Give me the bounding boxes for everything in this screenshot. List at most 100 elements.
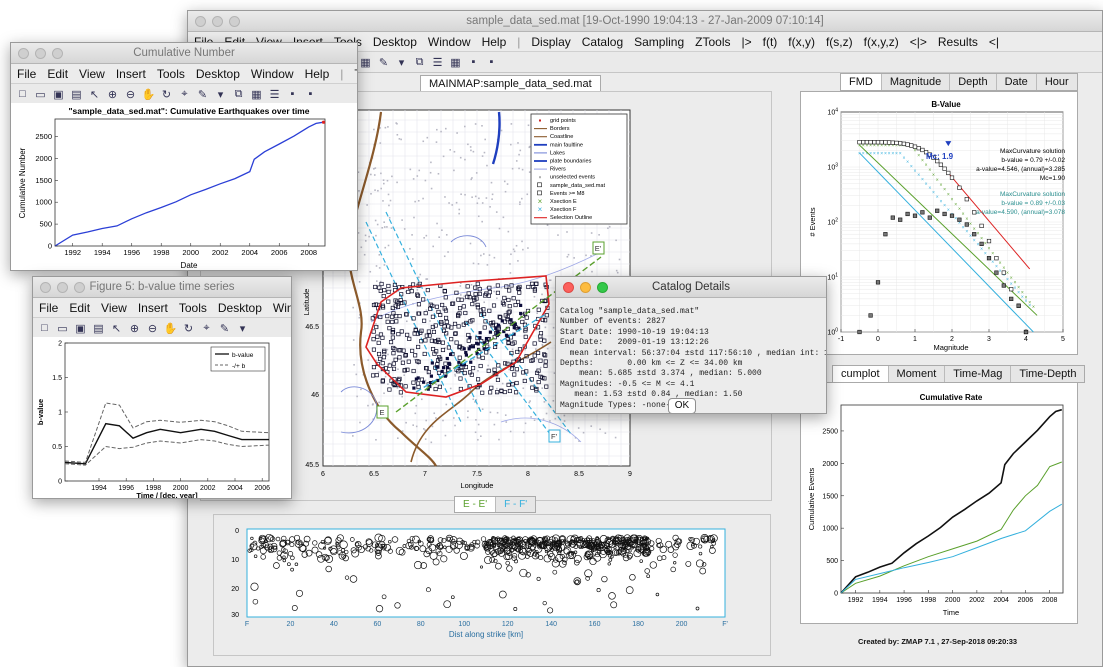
- datacursor-icon[interactable]: ⌖: [203, 321, 210, 334]
- legend-icon[interactable]: ☰: [269, 88, 280, 101]
- bts-menu-file[interactable]: File: [39, 300, 59, 315]
- tab-cumplot[interactable]: cumplot: [833, 366, 889, 382]
- brush-icon[interactable]: ✎: [219, 322, 230, 335]
- cumnum-menu-view[interactable]: View: [79, 66, 105, 81]
- new-icon[interactable]: □: [41, 322, 48, 334]
- bts-menu-desktop[interactable]: Desktop: [217, 300, 262, 315]
- dropdown-icon[interactable]: ▾: [217, 88, 224, 101]
- pan-icon[interactable]: ✋: [141, 88, 156, 101]
- main-menu-f-t-[interactable]: f(t): [762, 34, 778, 49]
- tab-moment[interactable]: Moment: [889, 366, 946, 382]
- tab-time-depth[interactable]: Time-Depth: [1019, 368, 1077, 380]
- main-menu-desktop[interactable]: Desktop: [372, 34, 417, 49]
- cumnum-menu-edit[interactable]: Edit: [47, 66, 69, 81]
- cumnum-menu-tools[interactable]: Tools: [156, 66, 185, 81]
- cumnum-titlebar[interactable]: Cumulative Number: [11, 43, 357, 64]
- link-icon[interactable]: ⧉: [234, 87, 243, 100]
- bts-menu-view[interactable]: View: [101, 300, 127, 315]
- zoom-out-icon[interactable]: ⊖: [147, 322, 158, 335]
- minimize-dot-icon[interactable]: [57, 282, 68, 293]
- main-menu-ztools[interactable]: ZTools: [695, 34, 731, 49]
- minimize-dot-icon[interactable]: [212, 16, 223, 27]
- cumnum-menu-window[interactable]: Window: [250, 66, 294, 81]
- cumnum-menu-timeplot[interactable]: TimePlot: [354, 67, 357, 81]
- cumnum-menu-insert[interactable]: Insert: [115, 66, 146, 81]
- close-dot-icon[interactable]: [563, 282, 574, 293]
- main-menu-window[interactable]: Window: [427, 34, 471, 49]
- zoom-in-icon[interactable]: ⊕: [107, 88, 118, 101]
- dock-icon[interactable]: ▪: [489, 56, 494, 68]
- rotate-icon[interactable]: ↻: [161, 88, 172, 101]
- cumnum-menu-desktop[interactable]: Desktop: [195, 66, 240, 81]
- hide-tools-icon[interactable]: ▪: [471, 56, 476, 68]
- print-icon[interactable]: ▤: [93, 322, 104, 335]
- brush-icon[interactable]: ✎: [197, 88, 208, 101]
- tab-magnitude[interactable]: Magnitude: [882, 74, 951, 90]
- brush-icon[interactable]: ✎: [378, 56, 389, 69]
- close-dot-icon[interactable]: [18, 48, 29, 59]
- colorbar-icon[interactable]: ▦: [251, 88, 262, 101]
- rate-plot[interactable]: Cumulative Rate 1992 1994 1996 1998 2000 2002…: [801, 383, 1077, 623]
- bts-titlebar[interactable]: Figure 5: b-value time series: [33, 277, 291, 298]
- main-menu-catalog[interactable]: Catalog: [581, 34, 624, 49]
- tab-hour[interactable]: Hour: [1044, 76, 1069, 88]
- bts-menu-edit[interactable]: Edit: [69, 300, 91, 315]
- cumnum-menu-file[interactable]: File: [17, 66, 37, 81]
- tab-depth[interactable]: Depth: [950, 74, 997, 90]
- main-menu-f-x-y-z-[interactable]: f(x,y,z): [863, 34, 899, 49]
- tab-fmd[interactable]: FMD: [841, 74, 882, 90]
- main-menu--[interactable]: |>: [741, 34, 752, 49]
- main-menu-sampling[interactable]: Sampling: [634, 34, 685, 49]
- tab-mainmap[interactable]: MAINMAP:sample_data_sed.mat: [421, 76, 600, 92]
- pointer-icon[interactable]: ↖: [89, 88, 100, 101]
- close-dot-icon[interactable]: [195, 16, 206, 27]
- hide-icon[interactable]: ▪: [290, 88, 295, 100]
- main-menu-help[interactable]: Help: [481, 34, 507, 49]
- zoom-dot-icon[interactable]: [229, 16, 240, 27]
- open-icon[interactable]: ▭: [57, 322, 68, 335]
- zoom-in-icon[interactable]: ⊕: [129, 322, 140, 335]
- bvalue-plot[interactable]: B-Value × × × × × × × × × × × × ××××××××××××××××××××…: [801, 92, 1077, 354]
- pan-icon[interactable]: ✋: [163, 322, 178, 335]
- grid-icon[interactable]: ▦: [450, 56, 461, 69]
- colorbar-icon[interactable]: ▦: [360, 56, 371, 69]
- ok-button[interactable]: OK: [668, 398, 696, 413]
- main-menu-display[interactable]: Display: [531, 34, 571, 49]
- close-dot-icon[interactable]: [40, 282, 51, 293]
- save-icon[interactable]: ▣: [53, 88, 64, 101]
- tab-time-mag[interactable]: Time-Mag: [945, 366, 1012, 382]
- bts-menu-tools[interactable]: Tools: [178, 300, 207, 315]
- cumnum-menu-help[interactable]: Help: [304, 66, 330, 81]
- open-icon[interactable]: ▭: [35, 88, 46, 101]
- legend-icon[interactable]: ☰: [432, 56, 443, 69]
- pointer-icon[interactable]: ↖: [111, 322, 122, 335]
- zoom-dot-icon[interactable]: [597, 282, 608, 293]
- link-icon[interactable]: ⧉: [415, 55, 424, 68]
- main-menu-f-s-z-[interactable]: f(s,z): [825, 34, 853, 49]
- save-icon[interactable]: ▣: [75, 322, 86, 335]
- main-menu-f-x-y-[interactable]: f(x,y): [788, 34, 815, 49]
- main-menu-results[interactable]: Results: [937, 34, 978, 49]
- cumnum-plot[interactable]: "sample_data_sed.mat": Cumulative Earthq…: [11, 103, 357, 271]
- dropdown-icon[interactable]: ▾: [398, 56, 405, 69]
- datacursor-icon[interactable]: ⌖: [181, 87, 188, 100]
- minimize-dot-icon[interactable]: [35, 48, 46, 59]
- bts-plot[interactable]: 1994 1996 1998 2000 2002 2004 2006 0 0.5 1 1.5 2 b-…: [33, 337, 291, 499]
- zoom-dot-icon[interactable]: [74, 282, 85, 293]
- map-plot[interactable]: 47 46.5 46 45.5 66.577.588.59 Latitude L…: [201, 92, 771, 500]
- tab-date[interactable]: Date: [997, 74, 1037, 90]
- dock-icon[interactable]: ▪: [308, 88, 313, 100]
- bts-menu-window[interactable]: Window: [272, 300, 291, 315]
- zoom-dot-icon[interactable]: [52, 48, 63, 59]
- catalog-titlebar[interactable]: Catalog Details: [556, 277, 826, 298]
- minimize-dot-icon[interactable]: [580, 282, 591, 293]
- main-menu--[interactable]: <|>: [909, 34, 927, 49]
- main-titlebar[interactable]: sample_data_sed.mat [19-Oct-1990 19:04:1…: [188, 11, 1102, 32]
- section-plot[interactable]: F 20 40 60 80 100 120 140 160 180 200 F' 0 10 20 30…: [214, 515, 770, 655]
- main-menu--[interactable]: <|: [988, 34, 1000, 49]
- zoom-out-icon[interactable]: ⊖: [125, 88, 136, 101]
- rotate-icon[interactable]: ↻: [183, 322, 194, 335]
- new-icon[interactable]: □: [19, 88, 26, 100]
- print-icon[interactable]: ▤: [71, 88, 82, 101]
- tab-section-f[interactable]: F - F': [504, 499, 528, 510]
